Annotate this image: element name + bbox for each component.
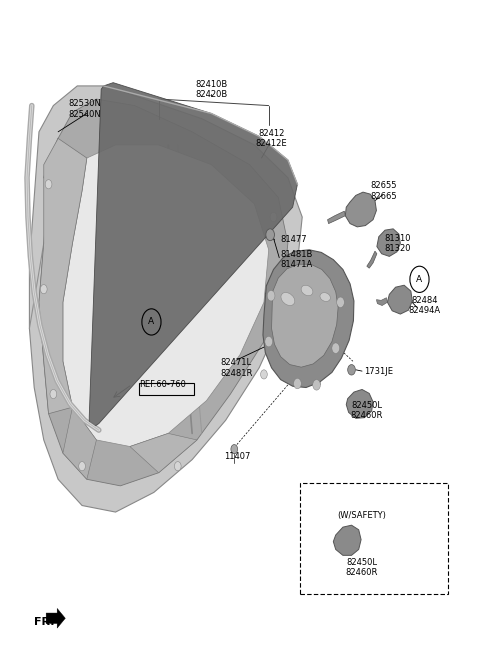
Circle shape bbox=[231, 445, 238, 454]
Ellipse shape bbox=[320, 292, 330, 302]
Polygon shape bbox=[46, 608, 65, 628]
Ellipse shape bbox=[281, 292, 295, 306]
Text: 11407: 11407 bbox=[225, 452, 251, 461]
Circle shape bbox=[280, 291, 287, 300]
Text: 82655
82665: 82655 82665 bbox=[370, 181, 397, 200]
Text: 81477: 81477 bbox=[281, 235, 307, 244]
Text: REF.60-760: REF.60-760 bbox=[140, 380, 186, 389]
Text: A: A bbox=[417, 275, 422, 284]
Text: 82471L
82481R: 82471L 82481R bbox=[221, 358, 253, 378]
Polygon shape bbox=[39, 139, 87, 414]
Bar bbox=[300, 483, 448, 594]
Text: 81310
81320: 81310 81320 bbox=[384, 234, 411, 253]
Polygon shape bbox=[346, 390, 373, 419]
Polygon shape bbox=[89, 83, 298, 427]
Text: 82530N
82540N: 82530N 82540N bbox=[68, 99, 101, 118]
Circle shape bbox=[174, 462, 181, 471]
Ellipse shape bbox=[301, 285, 313, 296]
Polygon shape bbox=[367, 251, 377, 268]
Text: A: A bbox=[148, 317, 155, 327]
Bar bbox=[139, 383, 193, 395]
Text: 82450L
82460R: 82450L 82460R bbox=[346, 558, 378, 578]
Polygon shape bbox=[333, 525, 361, 555]
Text: 81481B
81471A: 81481B 81471A bbox=[281, 250, 313, 269]
Text: 82412
82412E: 82412 82412E bbox=[255, 129, 287, 148]
Polygon shape bbox=[263, 250, 354, 388]
Polygon shape bbox=[387, 285, 412, 314]
Polygon shape bbox=[29, 86, 302, 512]
Circle shape bbox=[79, 462, 85, 471]
Polygon shape bbox=[63, 145, 269, 447]
Polygon shape bbox=[377, 229, 400, 256]
Circle shape bbox=[294, 378, 301, 389]
Text: 82484
82494A: 82484 82494A bbox=[408, 296, 440, 315]
Circle shape bbox=[40, 284, 47, 294]
Polygon shape bbox=[272, 264, 338, 367]
Text: 82450L
82460R: 82450L 82460R bbox=[351, 401, 383, 420]
Polygon shape bbox=[39, 99, 288, 486]
Circle shape bbox=[313, 380, 321, 390]
Text: FR.: FR. bbox=[34, 616, 55, 627]
Circle shape bbox=[45, 179, 52, 189]
Text: (W/SAFETY): (W/SAFETY) bbox=[337, 511, 386, 520]
Circle shape bbox=[267, 290, 275, 301]
Polygon shape bbox=[63, 407, 96, 480]
Circle shape bbox=[348, 365, 355, 375]
Circle shape bbox=[265, 336, 273, 347]
Circle shape bbox=[50, 390, 57, 399]
Polygon shape bbox=[327, 211, 345, 223]
Polygon shape bbox=[345, 192, 376, 227]
Polygon shape bbox=[376, 298, 387, 306]
Text: 82410B
82420B: 82410B 82420B bbox=[195, 79, 228, 99]
Circle shape bbox=[332, 343, 339, 353]
Text: 1731JE: 1731JE bbox=[364, 367, 394, 376]
Polygon shape bbox=[130, 434, 197, 473]
Circle shape bbox=[266, 229, 275, 240]
Circle shape bbox=[270, 212, 277, 221]
Circle shape bbox=[336, 297, 344, 307]
Circle shape bbox=[261, 370, 267, 379]
